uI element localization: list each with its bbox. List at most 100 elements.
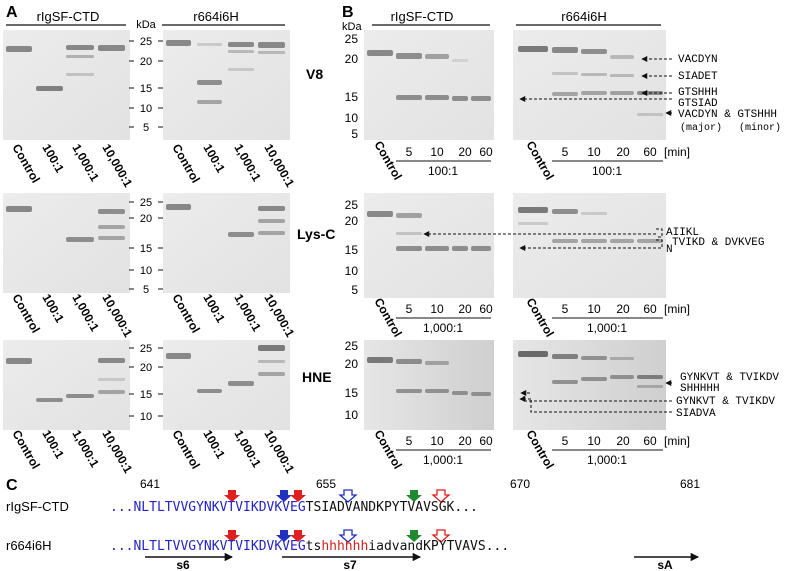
lane-label: 100:1 [39, 292, 67, 326]
marker-label: 5 [143, 284, 149, 296]
cleavage-markers-row1 [224, 489, 451, 503]
lane-label: 10 [430, 302, 444, 316]
marker-label: 20 [345, 357, 359, 371]
lane-label: Control [371, 428, 404, 472]
lane-labels-a-lysc: Control 100:1 1,000:1 10,000:1 Control 1… [9, 292, 297, 340]
marker-label: 25 [345, 198, 359, 212]
panel-a-kda: kDa [136, 19, 156, 31]
seq-blue: ...NLTLTVVGYNKVTVIKDVKVEG [110, 500, 306, 515]
lane-label: Control [371, 296, 404, 340]
min-label: [min] [664, 145, 690, 159]
ratio-label: 100:1 [428, 164, 458, 178]
marker-label: 20 [140, 362, 152, 374]
lane-label: Control [523, 139, 556, 183]
lane-label: 20 [616, 434, 630, 448]
seq-lower: iadvand [368, 539, 423, 554]
marker-label: 25 [345, 32, 359, 46]
lane-label: 10 [430, 145, 444, 159]
gel-b-lysc-right [513, 193, 666, 298]
marker-label: 15 [140, 83, 152, 95]
lane-label: 10,000:1 [261, 428, 297, 476]
lane-labels-b-hne: Control 5 10 20 60 Control 5 10 20 60 [m… [371, 428, 690, 472]
marker-label: 20 [345, 52, 359, 66]
position-label: 670 [510, 477, 530, 491]
position-label: 641 [140, 477, 160, 491]
annotations-b-lysc [423, 228, 663, 251]
lane-label: Control [523, 428, 556, 472]
lane-label: 10,000:1 [99, 292, 135, 340]
lane-label: 60 [643, 302, 657, 316]
annotation: GYNKVT & TVIKDV [676, 396, 775, 408]
lane-label: Control [371, 139, 404, 183]
lane-label: 10 [587, 434, 601, 448]
min-label: [min] [664, 434, 690, 448]
lane-labels-a-hne: Control 100:1 1,000:1 10,000:1 Control 1… [9, 428, 297, 476]
ratio-label: 1,000:1 [423, 453, 463, 467]
marker-label: 10 [345, 408, 359, 422]
marker-label: 20 [140, 213, 152, 225]
panel-b-group-2: r664i6H [561, 9, 607, 24]
annotation: AIIKL [666, 227, 699, 239]
lane-label: 10 [587, 302, 601, 316]
marker-label: 10 [140, 103, 152, 115]
marker-label: 10 [345, 264, 359, 278]
seq-blue: ...NLTLTVVGYNKVTVIKDVKVEG [110, 539, 306, 554]
gel-a-hne-left [3, 340, 130, 430]
seq-upper: KPYTVAVS [423, 539, 486, 554]
lane-label: 20 [616, 145, 630, 159]
lane-label: 1,000:1 [231, 428, 264, 471]
panel-a-group-1: rIgSF-CTD [37, 9, 100, 24]
lane-label: 1,000:1 [231, 142, 264, 185]
gel-b-v8-right [513, 30, 666, 140]
gel-b-hne-right [513, 340, 666, 430]
marker-label: 15 [140, 243, 152, 255]
marker-label: 10 [140, 265, 152, 277]
seq-name-row2: r664i6H [6, 538, 52, 553]
lane-label: 10 [430, 434, 444, 448]
lane-label: 20 [616, 302, 630, 316]
strand-label: sA [657, 558, 673, 571]
gel-a-lysc-left [3, 193, 130, 293]
annotation: SIADVA [676, 408, 716, 420]
seq-name-row1: rIgSF-CTD [6, 499, 69, 514]
ratio-label: 100:1 [592, 164, 622, 178]
marker-label: 10 [345, 111, 359, 125]
lane-label: 60 [643, 145, 657, 159]
lane-label: 5 [406, 145, 413, 159]
gel-a-v8-right [163, 30, 290, 140]
lane-label: 100:1 [200, 142, 228, 176]
seq-ts: ts [306, 539, 322, 554]
markers-b-hne: 25 20 15 10 [345, 339, 359, 422]
sequence-row2: ...NLTLTVVGYNKVTVIKDVKVEGtshhhhhhiadvand… [110, 539, 509, 554]
marker-label: 25 [345, 339, 359, 353]
strand-labels: s6 s7 sA [176, 558, 673, 571]
lane-label: 1,000:1 [69, 428, 102, 471]
strand-label: s6 [176, 558, 190, 571]
ratio-label: 1,000:1 [587, 453, 627, 467]
lane-label: 60 [643, 434, 657, 448]
lane-label: 5 [406, 434, 413, 448]
panel-a-letter: A [6, 4, 18, 21]
annotation: VACDYN & GTSHHH [678, 109, 777, 121]
marker-label: 5 [351, 127, 358, 141]
lane-label: 100:1 [200, 292, 228, 326]
lane-label: Control [169, 292, 202, 336]
lane-label: 100:1 [39, 142, 67, 176]
gel-b-v8-left [364, 30, 494, 140]
lane-label: 60 [479, 434, 493, 448]
position-label: 681 [680, 477, 700, 491]
marker-label: 25 [140, 36, 152, 48]
lane-label: Control [523, 296, 556, 340]
lane-label: 20 [458, 145, 472, 159]
marker-label: 20 [345, 214, 359, 228]
enzyme-label-lysc: Lys-C [297, 226, 335, 242]
seq-his: hhhhhh [321, 539, 368, 554]
lane-label: 1,000:1 [69, 142, 102, 185]
lane-label: 5 [406, 302, 413, 316]
enzyme-label-v8: V8 [306, 66, 323, 82]
panel-a-group-2: r664i6H [193, 9, 239, 24]
lane-label: 100:1 [200, 428, 228, 462]
annotation: SIADET [678, 71, 718, 83]
lane-label: 10 [587, 145, 601, 159]
